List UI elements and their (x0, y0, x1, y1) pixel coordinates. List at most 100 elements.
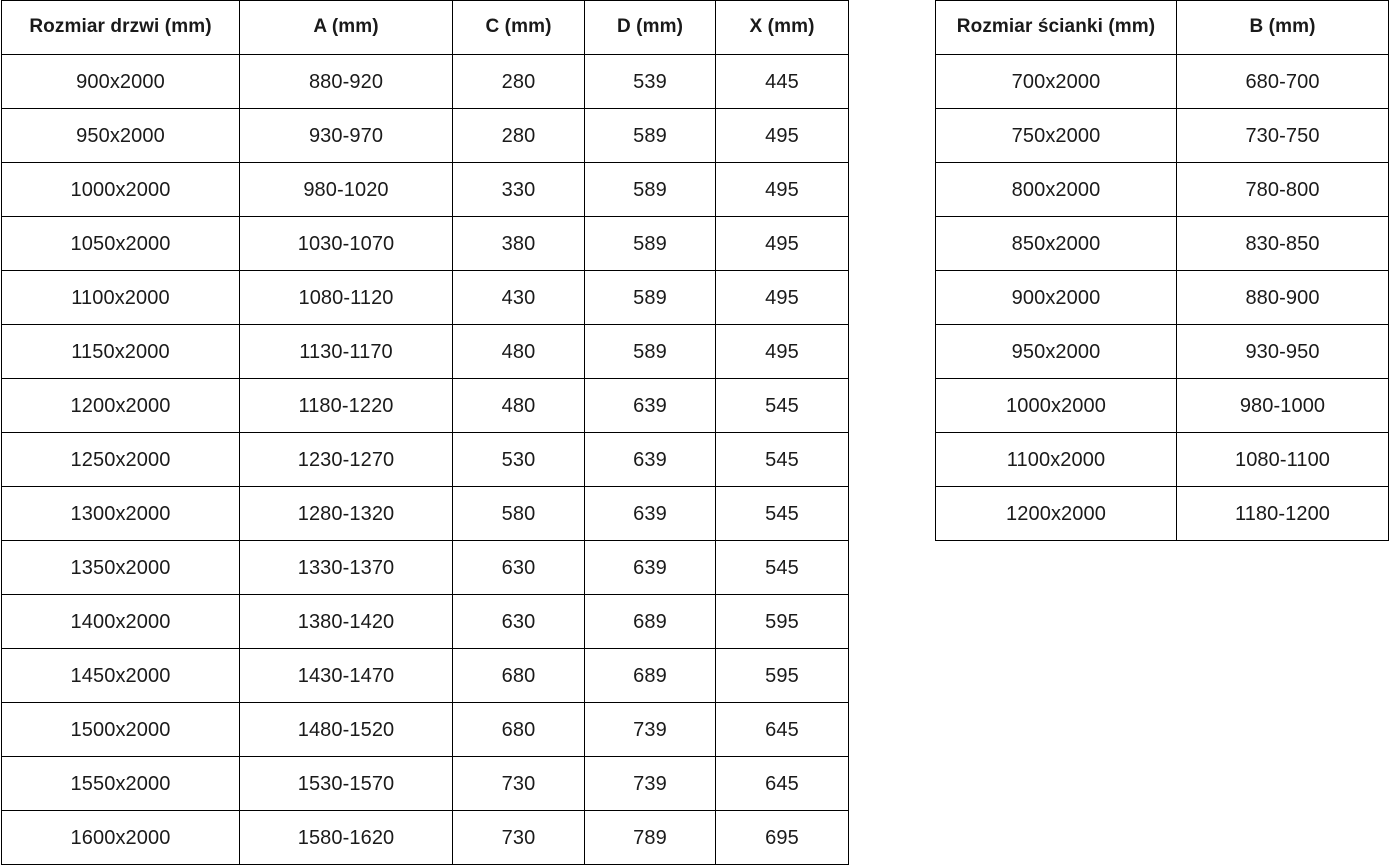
cell-a: 980-1020 (239, 162, 453, 217)
cell-c: 630 (452, 594, 585, 649)
cell-wall-size: 1100x2000 (935, 432, 1177, 487)
cell-x: 495 (715, 108, 849, 163)
door-table-header: Rozmiar drzwi (mm) A (mm) C (mm) D (mm) … (1, 0, 849, 55)
cell-c: 730 (452, 810, 585, 865)
cell-c: 380 (452, 216, 585, 271)
cell-b: 830-850 (1176, 216, 1389, 271)
cell-b: 930-950 (1176, 324, 1389, 379)
table-row: 800x2000 780-800 (935, 162, 1389, 217)
table-row: 1100x2000 1080-1120 430 589 495 (1, 270, 849, 325)
cell-d: 739 (584, 702, 716, 757)
table-row: 1200x2000 1180-1200 (935, 486, 1389, 541)
cell-door-size: 1450x2000 (1, 648, 240, 703)
cell-c: 630 (452, 540, 585, 595)
cell-door-size: 1200x2000 (1, 378, 240, 433)
cell-a: 1330-1370 (239, 540, 453, 595)
cell-a: 1380-1420 (239, 594, 453, 649)
cell-x: 495 (715, 162, 849, 217)
cell-wall-size: 800x2000 (935, 162, 1177, 217)
cell-d: 789 (584, 810, 716, 865)
cell-x: 595 (715, 594, 849, 649)
cell-a: 1480-1520 (239, 702, 453, 757)
cell-x: 545 (715, 540, 849, 595)
column-header-x: X (mm) (715, 0, 849, 55)
cell-b: 730-750 (1176, 108, 1389, 163)
cell-x: 545 (715, 486, 849, 541)
cell-a: 1280-1320 (239, 486, 453, 541)
cell-c: 480 (452, 324, 585, 379)
cell-door-size: 1050x2000 (1, 216, 240, 271)
cell-a: 1030-1070 (239, 216, 453, 271)
cell-c: 680 (452, 648, 585, 703)
column-header-d: D (mm) (584, 0, 716, 55)
cell-wall-size: 1200x2000 (935, 486, 1177, 541)
cell-door-size: 1150x2000 (1, 324, 240, 379)
cell-wall-size: 750x2000 (935, 108, 1177, 163)
cell-door-size: 1550x2000 (1, 756, 240, 811)
cell-b: 780-800 (1176, 162, 1389, 217)
table-row: 1050x2000 1030-1070 380 589 495 (1, 216, 849, 271)
table-row: 1450x2000 1430-1470 680 689 595 (1, 648, 849, 703)
cell-c: 530 (452, 432, 585, 487)
column-header-b: B (mm) (1176, 0, 1389, 55)
table-row: 1250x2000 1230-1270 530 639 545 (1, 432, 849, 487)
cell-d: 689 (584, 648, 716, 703)
cell-x: 495 (715, 216, 849, 271)
cell-door-size: 1100x2000 (1, 270, 240, 325)
cell-door-size: 1600x2000 (1, 810, 240, 865)
cell-a: 1530-1570 (239, 756, 453, 811)
cell-door-size: 950x2000 (1, 108, 240, 163)
cell-x: 495 (715, 324, 849, 379)
cell-a: 1180-1220 (239, 378, 453, 433)
column-header-c: C (mm) (452, 0, 585, 55)
cell-b: 680-700 (1176, 54, 1389, 109)
cell-d: 589 (584, 162, 716, 217)
cell-c: 480 (452, 378, 585, 433)
table-row: 1000x2000 980-1020 330 589 495 (1, 162, 849, 217)
cell-wall-size: 950x2000 (935, 324, 1177, 379)
table-row: 1300x2000 1280-1320 580 639 545 (1, 486, 849, 541)
cell-c: 280 (452, 108, 585, 163)
table-row: 900x2000 880-900 (935, 270, 1389, 325)
cell-door-size: 1300x2000 (1, 486, 240, 541)
table-header-row: Rozmiar ścianki (mm) B (mm) (935, 0, 1389, 55)
cell-x: 445 (715, 54, 849, 109)
table-row: 1400x2000 1380-1420 630 689 595 (1, 594, 849, 649)
cell-c: 680 (452, 702, 585, 757)
cell-x: 595 (715, 648, 849, 703)
cell-a: 1130-1170 (239, 324, 453, 379)
cell-d: 639 (584, 486, 716, 541)
cell-b: 880-900 (1176, 270, 1389, 325)
cell-door-size: 1000x2000 (1, 162, 240, 217)
cell-a: 1430-1470 (239, 648, 453, 703)
cell-wall-size: 900x2000 (935, 270, 1177, 325)
cell-d: 589 (584, 216, 716, 271)
cell-d: 589 (584, 270, 716, 325)
table-row: 850x2000 830-850 (935, 216, 1389, 271)
table-row: 1350x2000 1330-1370 630 639 545 (1, 540, 849, 595)
door-table-body: 900x2000 880-920 280 539 445 950x2000 93… (1, 54, 849, 865)
table-row: 900x2000 880-920 280 539 445 (1, 54, 849, 109)
wall-table-body: 700x2000 680-700 750x2000 730-750 800x20… (935, 54, 1389, 541)
cell-wall-size: 700x2000 (935, 54, 1177, 109)
column-header-a: A (mm) (239, 0, 453, 55)
table-row: 1000x2000 980-1000 (935, 378, 1389, 433)
cell-x: 645 (715, 756, 849, 811)
table-row: 700x2000 680-700 (935, 54, 1389, 109)
cell-c: 280 (452, 54, 585, 109)
cell-b: 1080-1100 (1176, 432, 1389, 487)
cell-d: 739 (584, 756, 716, 811)
door-dimensions-table: Rozmiar drzwi (mm) A (mm) C (mm) D (mm) … (1, 0, 849, 865)
cell-door-size: 900x2000 (1, 54, 240, 109)
cell-d: 589 (584, 108, 716, 163)
cell-c: 330 (452, 162, 585, 217)
wall-panel-dimensions-table: Rozmiar ścianki (mm) B (mm) 700x2000 680… (935, 0, 1389, 541)
table-row: 750x2000 730-750 (935, 108, 1389, 163)
table-row: 1150x2000 1130-1170 480 589 495 (1, 324, 849, 379)
cell-x: 695 (715, 810, 849, 865)
cell-d: 539 (584, 54, 716, 109)
cell-d: 639 (584, 378, 716, 433)
cell-c: 430 (452, 270, 585, 325)
table-header-row: Rozmiar drzwi (mm) A (mm) C (mm) D (mm) … (1, 0, 849, 55)
